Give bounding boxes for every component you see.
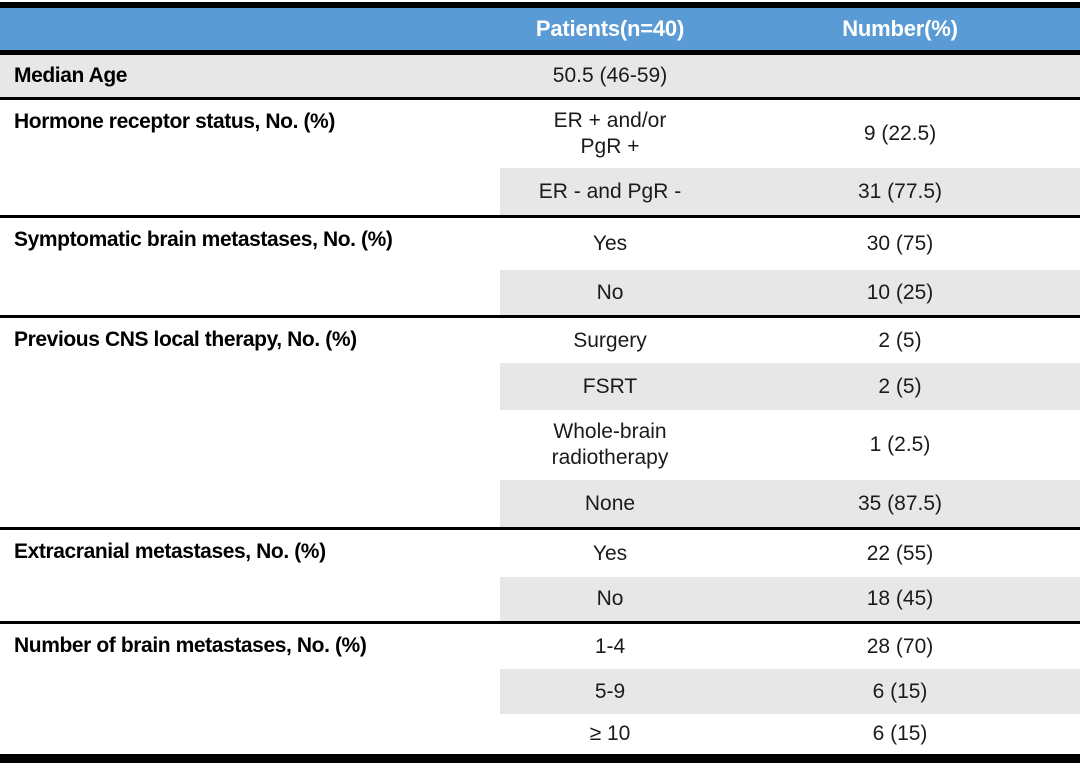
table-row: 1-4 28 (70) bbox=[500, 624, 1080, 669]
section-previous-cns-therapy: Previous CNS local therapy, No. (%) Surg… bbox=[0, 315, 1080, 527]
value-cell: 50.5 (46-59) bbox=[552, 64, 668, 87]
table-top-border bbox=[0, 2, 1080, 8]
value-cell: Yes bbox=[592, 541, 628, 565]
table-row: 50.5 (46-59) bbox=[500, 55, 1080, 97]
header-col-patients: Patients(n=40) bbox=[500, 8, 720, 50]
value-cell: 1-4 bbox=[594, 634, 626, 658]
category-label: Hormone receptor status, No. (%) bbox=[14, 110, 335, 133]
header-col-number: Number(%) bbox=[720, 8, 1080, 50]
section-extracranial-metastases: Extracranial metastases, No. (%) Yes 22 … bbox=[0, 527, 1080, 621]
table-row: No 10 (25) bbox=[500, 270, 1080, 315]
table-row: ER + and/or PgR + 9 (22.5) bbox=[500, 100, 1080, 168]
header-number-label: Number(%) bbox=[842, 16, 958, 41]
number-cell: 35 (87.5) bbox=[857, 491, 943, 515]
value-cell: No bbox=[596, 587, 624, 610]
section-median-age: Median Age 50.5 (46-59) bbox=[0, 55, 1080, 97]
top-margin bbox=[0, 0, 1080, 2]
number-cell: 28 (70) bbox=[866, 634, 934, 658]
number-cell: 2 (5) bbox=[878, 328, 922, 352]
table-bottom-border bbox=[0, 754, 1080, 763]
number-cell: 6 (15) bbox=[872, 679, 928, 703]
section-hormone-receptor: Hormone receptor status, No. (%) ER + an… bbox=[0, 97, 1080, 215]
number-cell: 22 (55) bbox=[866, 541, 934, 565]
patient-characteristics-table: Patients(n=40) Number(%) Median Age 50.5… bbox=[0, 0, 1080, 763]
number-cell: 18 (45) bbox=[866, 587, 934, 610]
header-bottom-border bbox=[0, 50, 1080, 55]
table-row: Yes 30 (75) bbox=[500, 218, 1080, 270]
category-label: Extracranial metastases, No. (%) bbox=[14, 540, 326, 563]
number-cell: 10 (25) bbox=[866, 280, 934, 304]
number-cell: 1 (2.5) bbox=[869, 433, 931, 456]
number-cell: 9 (22.5) bbox=[863, 122, 937, 145]
table-row: Yes 22 (55) bbox=[500, 530, 1080, 577]
value-cell: ER - and PgR - bbox=[538, 179, 682, 203]
category-label: Previous CNS local therapy, No. (%) bbox=[14, 328, 357, 351]
table-row: ER - and PgR - 31 (77.5) bbox=[500, 168, 1080, 215]
number-cell: 2 (5) bbox=[878, 374, 922, 398]
category-label: Median Age bbox=[14, 64, 128, 87]
value-cell: 5-9 bbox=[594, 679, 626, 703]
value-cell: ER + and/or PgR + bbox=[553, 109, 667, 158]
value-cell: Surgery bbox=[573, 328, 647, 352]
value-cell: None bbox=[584, 491, 636, 515]
number-cell: 6 (15) bbox=[872, 722, 928, 745]
number-cell: 30 (75) bbox=[866, 232, 934, 255]
value-cell: Whole-brain radiotherapy bbox=[551, 420, 669, 469]
value-cell: No bbox=[596, 280, 624, 304]
number-cell bbox=[720, 55, 1080, 97]
number-cell: 31 (77.5) bbox=[857, 179, 943, 203]
section-symptomatic-brain-metastases: Symptomatic brain metastases, No. (%) Ye… bbox=[0, 215, 1080, 315]
table-row: None 35 (87.5) bbox=[500, 480, 1080, 527]
header-empty-cell bbox=[0, 8, 500, 50]
table-row: ≥ 10 6 (15) bbox=[500, 714, 1080, 754]
header-patients-label: Patients(n=40) bbox=[535, 16, 685, 41]
value-cell: FSRT bbox=[582, 374, 638, 398]
table-header-row: Patients(n=40) Number(%) bbox=[0, 8, 1080, 50]
table-row: FSRT 2 (5) bbox=[500, 363, 1080, 410]
table-row: 5-9 6 (15) bbox=[500, 669, 1080, 714]
table-row: Surgery 2 (5) bbox=[500, 318, 1080, 363]
value-cell: ≥ 10 bbox=[589, 722, 631, 745]
table-row: Whole-brain radiotherapy 1 (2.5) bbox=[500, 410, 1080, 480]
table-row: No 18 (45) bbox=[500, 577, 1080, 621]
value-cell: Yes bbox=[592, 232, 628, 255]
section-number-brain-metastases: Number of brain metastases, No. (%) 1-4 … bbox=[0, 621, 1080, 754]
category-label: Symptomatic brain metastases, No. (%) bbox=[14, 228, 393, 251]
category-label: Number of brain metastases, No. (%) bbox=[14, 634, 367, 657]
